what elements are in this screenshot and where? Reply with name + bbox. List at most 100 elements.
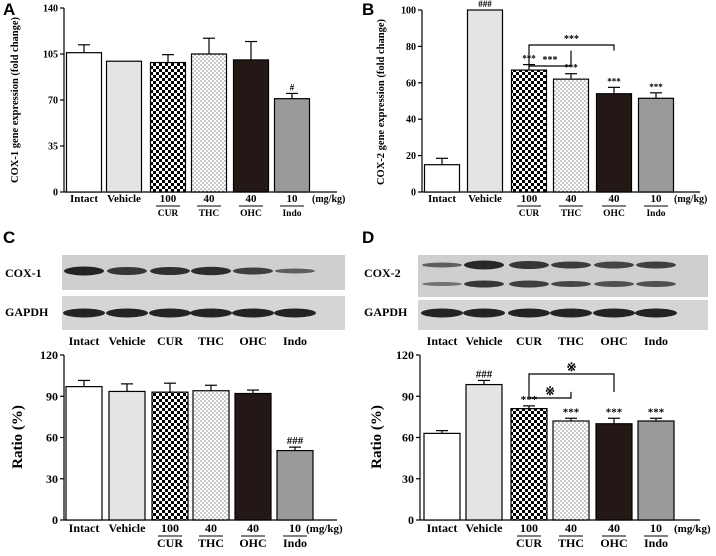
blot-band: [422, 282, 462, 286]
bar-ohc: [595, 93, 633, 193]
dose-label: 10: [287, 193, 299, 205]
bar-vehicle: [108, 390, 146, 521]
dose-label: 40: [247, 521, 259, 535]
bar-ohc: [232, 59, 270, 193]
bar-thc: [190, 53, 228, 193]
bar-vehicle: [105, 60, 143, 193]
bar-intact: [423, 432, 461, 521]
category-label: Vehicle: [466, 521, 504, 535]
bar-indo: [637, 420, 675, 521]
dose-label: 100: [521, 193, 538, 205]
bar-cur: [510, 408, 548, 521]
blot-d-lane-vehicle: Vehicle: [466, 334, 504, 348]
bar-vehicle: [466, 9, 504, 193]
blot-c-lane-ohc: OHC: [239, 334, 266, 348]
y-tick-label: 0: [411, 188, 416, 199]
blot-d-lane-thc: THC: [558, 334, 584, 348]
y-axis-label: Ratio (%): [10, 405, 26, 469]
significance-label: ###: [476, 368, 493, 380]
dose-label: 40: [246, 193, 258, 205]
category-label: Intact: [70, 193, 98, 205]
blot-c-lane-intact: Intact: [69, 334, 100, 348]
chart-d: 0 30 60 90 120 Ratio (%) Intact ### Vehicle *** 10…: [369, 348, 711, 550]
blot-band: [232, 308, 274, 318]
bracket-label: ※: [545, 384, 555, 398]
bar-intact: [423, 164, 461, 193]
chart-a: 0 35 70 105 140 COX-1 gene expression (fold c…: [10, 4, 345, 220]
blot-band: [191, 266, 231, 276]
blot-c-lane-thc: THC: [198, 334, 224, 348]
y-tick-label: 120: [396, 348, 414, 362]
y-tick-label: 30: [402, 472, 414, 486]
blot-band: [509, 280, 549, 288]
dose-label: 100: [520, 521, 538, 535]
y-axis-label: COX-1 gene expression (fold change): [10, 16, 21, 183]
category-label: Intact: [427, 521, 458, 535]
dose-label: 100: [160, 193, 177, 205]
blot-band: [149, 308, 191, 318]
category-label: CUR: [516, 536, 542, 550]
blot-d: COX-2 GAPDH Intact Vehicle CUR THC OHC I…: [364, 255, 708, 348]
significance-label: ***: [606, 406, 623, 418]
dose-label: 10: [289, 521, 301, 535]
y-tick-label: 0: [52, 513, 58, 527]
blot-d-lane-intact: Intact: [427, 334, 458, 348]
y-tick-label: 60: [406, 78, 416, 89]
y-tick-label: 100: [401, 6, 416, 17]
category-label: Vehicle: [109, 521, 147, 535]
blot-band: [594, 261, 634, 269]
blot-band: [464, 260, 504, 270]
y-tick-label: 40: [406, 115, 416, 126]
bar-indo: [273, 98, 311, 193]
blot-band: [107, 267, 147, 275]
category-label: Indo: [646, 209, 665, 219]
y-tick-label: 0: [53, 188, 58, 199]
blot-d-lane-ohc: OHC: [600, 334, 627, 348]
bracket-label: ***: [543, 55, 558, 66]
blot-band: [636, 281, 676, 287]
y-tick-label: 80: [406, 42, 416, 53]
y-tick-label: 60: [46, 431, 58, 445]
category-label: THC: [558, 536, 584, 550]
y-tick-label: 30: [46, 472, 58, 486]
blot-band: [508, 308, 550, 318]
bar-ohc: [595, 423, 633, 521]
blot-band: [550, 308, 592, 318]
y-tick-label: 90: [46, 389, 58, 403]
category-label: Intact: [69, 521, 100, 535]
bar-intact: [65, 386, 103, 521]
category-label: Indo: [644, 536, 668, 550]
category-label: Indo: [283, 536, 307, 550]
blot-band: [551, 261, 591, 269]
dose-unit-label: (mg/kg): [306, 523, 343, 535]
blot-c-bands: [63, 266, 316, 318]
category-label: OHC: [239, 536, 266, 550]
blot-band: [150, 267, 190, 275]
y-tick-label: 20: [406, 151, 416, 162]
blot-band: [275, 268, 315, 274]
blot-c-row-gapdh: GAPDH: [5, 305, 49, 319]
blot-band: [463, 308, 505, 318]
y-tick-label: 140: [43, 4, 58, 15]
blot-band: [636, 261, 676, 269]
bar-indo: [276, 449, 314, 521]
blot-band: [594, 281, 634, 287]
y-tick-label: 0: [408, 513, 414, 527]
dose-unit-label: (mg/kg): [312, 194, 345, 205]
category-label: CUR: [519, 209, 540, 219]
significance-label: ***: [607, 76, 621, 86]
blot-d-row-cox2: COX-2: [364, 266, 401, 280]
dose-label: 10: [651, 193, 663, 205]
category-label: Indo: [282, 209, 301, 219]
category-label: THC: [561, 209, 582, 219]
bar-intact: [65, 52, 103, 193]
blot-d-row-gapdh: GAPDH: [364, 305, 408, 319]
y-tick-label: 120: [40, 348, 58, 362]
category-label: OHC: [600, 536, 627, 550]
bar-thc: [192, 390, 230, 521]
blot-band: [635, 308, 677, 318]
dose-label: 40: [205, 521, 217, 535]
y-tick-label: 35: [48, 142, 58, 153]
